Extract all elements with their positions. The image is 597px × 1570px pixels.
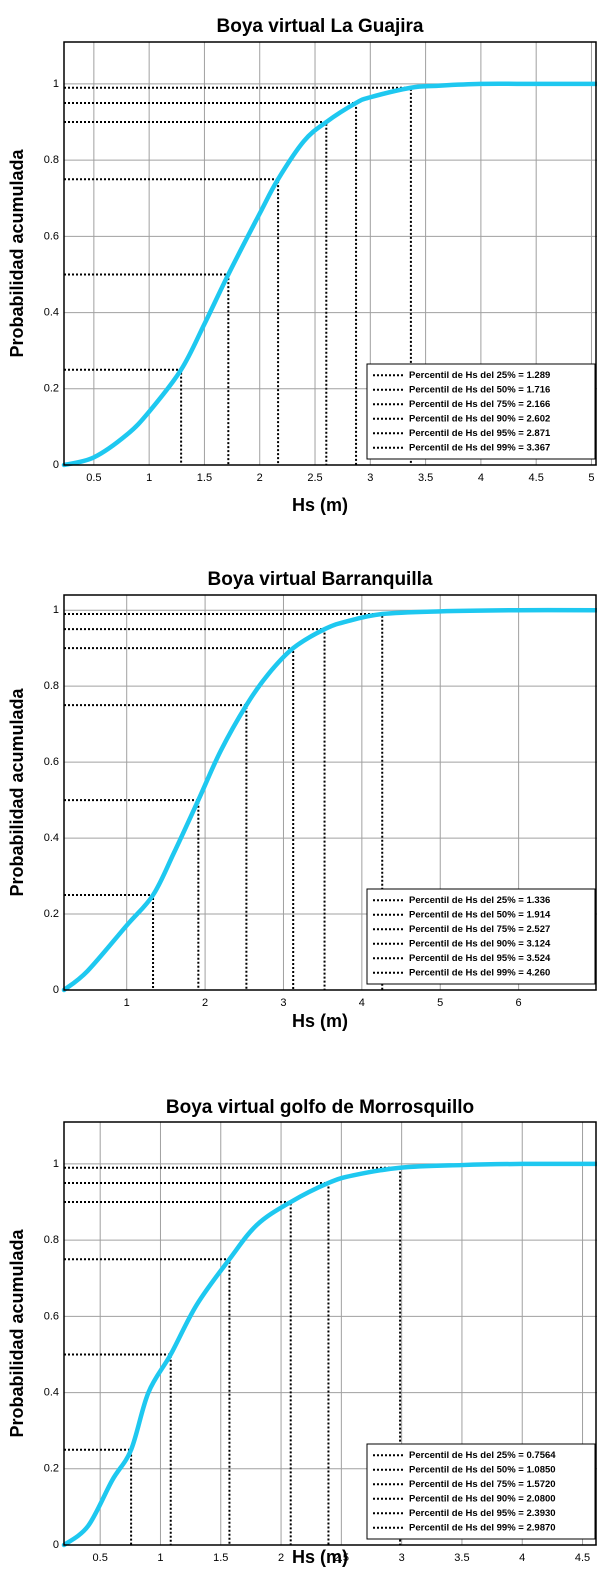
legend-label: Percentil de Hs del 90% = 2.602 (409, 413, 550, 424)
percentile-line (64, 799, 200, 990)
x-tick-label: 3.5 (454, 1552, 469, 1564)
chart-title: Boya virtual La Guajira (217, 16, 424, 37)
legend-box (366, 363, 596, 460)
x-tick-label: 2 (278, 1552, 284, 1564)
x-tick-label: 1.5 (213, 1552, 228, 1564)
percentile-line (64, 178, 280, 465)
x-tick-label: 1 (157, 1552, 163, 1564)
plot-frame (63, 594, 597, 991)
percentile-line (64, 1353, 172, 1545)
legend-label: Percentil de Hs del 95% = 3.524 (409, 953, 551, 964)
x-tick-label: 4 (359, 997, 365, 1009)
cdf-curve (61, 81, 597, 468)
y-tick-label: 0.2 (44, 1463, 59, 1475)
x-tick-label: 4.5 (575, 1552, 590, 1564)
legend-label: Percentil de Hs del 75% = 2.527 (409, 924, 550, 935)
legend-label: Percentil de Hs del 99% = 2.9870 (409, 1522, 556, 1533)
percentile-line (64, 704, 248, 990)
y-tick-label: 1 (53, 1158, 59, 1170)
y-tick-label: 0.8 (44, 1234, 59, 1246)
cdf-curve (61, 607, 597, 993)
x-tick-label: 3 (280, 997, 286, 1009)
legend-box (366, 888, 596, 985)
y-tick-label: 0.2 (44, 908, 59, 920)
legend-label: Percentil de Hs del 50% = 1.716 (409, 384, 550, 395)
y-tick-label: 0.4 (44, 832, 59, 844)
x-tick-label: 4 (478, 472, 484, 484)
x-tick-label: 2.5 (307, 472, 322, 484)
legend-label: Percentil de Hs del 25% = 1.289 (409, 370, 550, 381)
x-tick-label: 2 (257, 472, 263, 484)
x-tick-label: 2.5 (334, 1552, 349, 1564)
legend-label: Percentil de Hs del 99% = 4.260 (409, 967, 550, 978)
y-tick-label: 0.4 (44, 1386, 59, 1398)
x-tick-label: 1 (124, 997, 130, 1009)
legend-label: Percentil de Hs del 90% = 2.0800 (409, 1493, 556, 1504)
x-tick-label: 3.5 (418, 472, 433, 484)
legend-label: Percentil de Hs del 90% = 3.124 (409, 938, 551, 949)
y-tick-label: 0.4 (44, 306, 59, 318)
cdf-curve (61, 1161, 597, 1548)
x-tick-label: 0.5 (93, 1552, 108, 1564)
x-axis-label: Hs (m) (292, 1547, 348, 1567)
x-tick-label: 4 (519, 1552, 525, 1564)
y-tick-label: 1 (53, 604, 59, 616)
legend-label: Percentil de Hs del 99% = 3.367 (409, 442, 550, 453)
y-tick-label: 0.8 (44, 154, 59, 166)
x-tick-label: 1 (146, 472, 152, 484)
y-tick-label: 0.6 (44, 230, 59, 242)
legend-label: Percentil de Hs del 95% = 2.3930 (409, 1508, 556, 1519)
y-tick-label: 0.6 (44, 756, 59, 768)
y-tick-label: 0 (53, 1539, 59, 1551)
x-tick-label: 2 (202, 997, 208, 1009)
y-tick-label: 1 (53, 78, 59, 90)
x-tick-label: 4.5 (529, 472, 544, 484)
x-tick-label: 6 (516, 997, 522, 1009)
y-axis-label: Probabilidad acumulada (7, 1228, 27, 1437)
legend-label: Percentil de Hs del 95% = 2.871 (409, 428, 551, 439)
plot-frame (63, 1121, 597, 1546)
y-tick-label: 0.2 (44, 383, 59, 395)
percentile-line (64, 612, 384, 990)
legend-label: Percentil de Hs del 75% = 1.5720 (409, 1479, 556, 1490)
y-axis-label: Probabilidad acumulada (7, 687, 27, 896)
legend-label: Percentil de Hs del 50% = 1.914 (409, 909, 551, 920)
y-tick-label: 0 (53, 459, 59, 471)
y-tick-label: 0.8 (44, 680, 59, 692)
plot-frame (63, 41, 597, 466)
x-tick-label: 0.5 (86, 472, 101, 484)
chart-title: Boya virtual golfo de Morrosquillo (166, 1097, 474, 1118)
x-tick-label: 1.5 (197, 472, 212, 484)
legend-label: Percentil de Hs del 50% = 1.0850 (409, 1464, 556, 1475)
x-axis-label: Hs (m) (292, 495, 348, 515)
legend-label: Percentil de Hs del 75% = 2.166 (409, 399, 550, 410)
x-axis-label: Hs (m) (292, 1011, 348, 1031)
legend-box (366, 1443, 596, 1540)
x-tick-label: 5 (588, 472, 594, 484)
y-tick-label: 0.6 (44, 1310, 59, 1322)
y-axis-label: Probabilidad acumulada (7, 148, 27, 357)
chart-title: Boya virtual Barranquilla (208, 569, 433, 590)
x-tick-label: 3 (367, 472, 373, 484)
y-tick-label: 0 (53, 984, 59, 996)
legend-label: Percentil de Hs del 25% = 1.336 (409, 895, 550, 906)
legend-label: Percentil de Hs del 25% = 0.7564 (409, 1450, 556, 1461)
x-tick-label: 3 (399, 1552, 405, 1564)
x-tick-label: 5 (437, 997, 443, 1009)
